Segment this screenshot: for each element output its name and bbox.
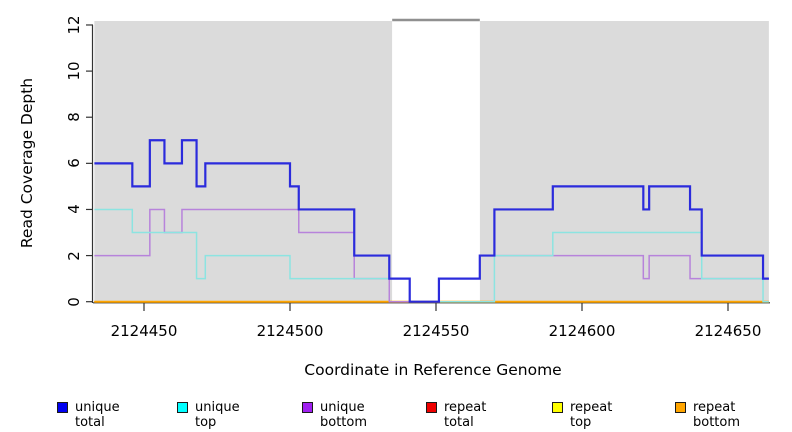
- legend-swatch-icon: [426, 402, 437, 413]
- legend-label: unique top: [195, 400, 240, 430]
- y-tick-label: 4: [65, 204, 83, 215]
- coverage-gap-region: [392, 21, 480, 302]
- x-axis-title: Coordinate in Reference Genome: [304, 361, 562, 379]
- legend-swatch-icon: [552, 402, 563, 413]
- legend-swatch-icon: [57, 402, 68, 413]
- legend-label: unique total: [75, 400, 120, 430]
- x-tick-label: 2124550: [402, 322, 470, 340]
- y-tick-label: 8: [65, 112, 83, 122]
- legend-swatch-icon: [302, 402, 313, 413]
- x-tick-label: 2124500: [256, 322, 324, 340]
- x-tick-label: 2124600: [548, 322, 616, 340]
- shaded-region-0: [94, 21, 393, 302]
- legend-swatch-icon: [675, 402, 686, 413]
- series-line-unique-total: [94, 139, 769, 303]
- y-axis-title: Read Coverage Depth: [18, 77, 36, 249]
- legend-label: repeat top: [570, 400, 613, 430]
- x-tick-label: 2124650: [694, 322, 762, 340]
- y-tick-label: 0: [65, 296, 83, 307]
- y-tick-label: 2: [65, 250, 83, 261]
- x-tick-label: 2124450: [110, 322, 178, 340]
- y-tick-label: 6: [65, 158, 83, 169]
- legend-label: unique bottom: [320, 400, 368, 430]
- series-line-unique-bottom: [94, 208, 769, 303]
- legend-label: repeat bottom: [693, 400, 741, 430]
- y-tick-label: 10: [65, 61, 83, 81]
- legend-label: repeat total: [444, 400, 487, 430]
- y-tick-label: 12: [65, 15, 83, 35]
- legend-swatch-icon: [177, 402, 188, 413]
- shaded-region-1: [479, 21, 769, 302]
